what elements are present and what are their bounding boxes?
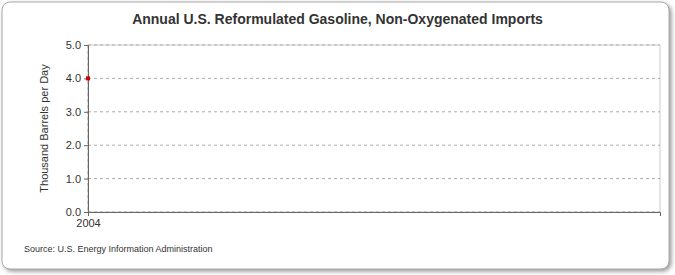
y-tick: 2.0	[66, 139, 88, 151]
grid-line	[88, 145, 660, 146]
chart: Annual U.S. Reformulated Gasoline, Non-O…	[0, 0, 675, 275]
x-axis: 2004	[76, 212, 660, 229]
grid-line	[88, 178, 660, 179]
y-tick: 3.0	[66, 106, 88, 118]
x-tick-label: 2004	[76, 217, 100, 229]
plot: 0.01.02.03.04.05.02004	[66, 39, 661, 229]
y-tick: 4.0	[66, 72, 88, 84]
y-tick-label: 1.0	[66, 173, 81, 185]
grid-line	[88, 45, 660, 46]
marker	[86, 76, 90, 80]
y-axis-line	[84, 46, 89, 213]
y-tick-label: 5.0	[66, 39, 81, 51]
source: Source: U.S. Energy Information Administ…	[24, 244, 213, 254]
series	[86, 76, 90, 80]
y-tick-label: 4.0	[66, 72, 81, 84]
y-tick-mark	[84, 145, 88, 146]
y-axis-title: Thousand Barrels per Day	[38, 64, 50, 193]
y-tick: 1.0	[66, 173, 88, 185]
y-tick-label: 3.0	[66, 106, 81, 118]
grid-line	[88, 111, 660, 112]
title: Annual U.S. Reformulated Gasoline, Non-O…	[132, 11, 543, 27]
y-tick-mark	[84, 45, 88, 46]
y-tick-mark	[84, 212, 88, 213]
y-tick-mark	[84, 179, 88, 180]
plot-area	[88, 45, 660, 212]
y-tick-mark	[84, 112, 88, 113]
frame	[2, 2, 669, 269]
y-tick-label: 2.0	[66, 139, 81, 151]
y-axis: 0.01.02.03.04.05.0	[66, 39, 89, 218]
x-tick: 2004	[76, 212, 100, 229]
y-tick: 5.0	[66, 39, 88, 51]
x-tick-mark	[88, 212, 89, 216]
grid-line	[88, 78, 660, 79]
x-axis-line	[89, 213, 661, 217]
